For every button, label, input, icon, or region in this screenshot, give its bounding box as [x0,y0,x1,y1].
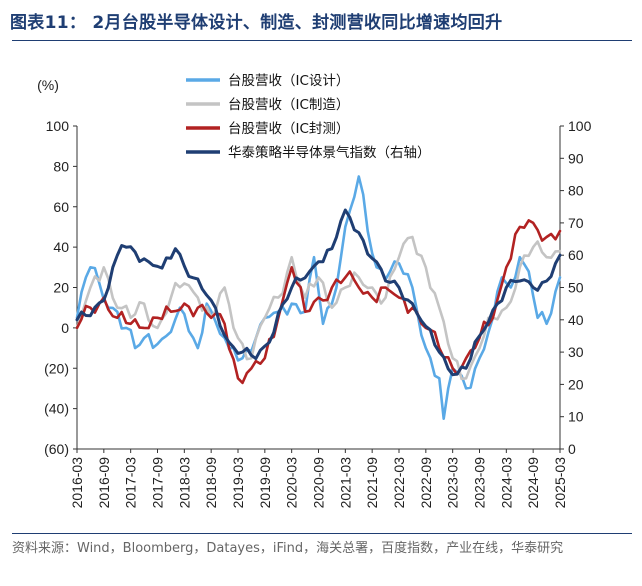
legend-label-3: 台股营收（IC封测） [228,121,349,137]
x-tick-label: 2018-09 [203,457,219,509]
right-tick-label: 60 [568,247,584,263]
left-tick-label: 20 [53,280,69,296]
x-tick-label: 2021-09 [364,457,380,509]
x-tick-label: 2019-09 [257,457,273,509]
x-tick-label: 2021-03 [337,457,353,509]
left-tick-label: 100 [46,118,70,134]
x-tick-label: 2016-03 [69,457,85,509]
right-tick-label: 80 [568,183,584,199]
x-tick-label: 2019-03 [230,457,246,509]
footer-rule [12,533,632,534]
series-line-2 [75,235,562,381]
left-tick-label: 40 [53,239,69,255]
left-tick-label: (60) [44,441,69,457]
right-tick-label: 100 [568,118,592,134]
source-note: 资料来源：Wind，Bloomberg，Datayes，iFind，海关总署，百… [12,541,564,556]
chart-area: 100806040200(20)(40)(60)(%)1009080706050… [37,73,592,509]
right-tick-label: 0 [568,441,576,457]
x-tick-label: 2017-03 [123,457,139,509]
right-tick-label: 70 [568,215,584,231]
x-tick-label: 2024-09 [525,457,541,509]
left-tick-label: 80 [53,158,69,174]
left-tick-label: 0 [61,320,69,336]
right-tick-label: 50 [568,280,584,296]
x-tick-label: 2023-09 [472,457,488,509]
x-tick-label: 2022-03 [391,457,407,509]
chart-title: 图表11： 2月台股半导体设计、制造、封测营收同比增速均回升 [10,13,503,33]
right-tick-label: 90 [568,150,584,166]
left-tick-label: (40) [44,401,69,417]
x-tick-label: 2022-09 [418,457,434,509]
title-rule [12,40,632,41]
x-tick-label: 2020-09 [311,457,327,509]
legend-label-1: 台股营收（IC设计） [228,73,349,89]
legend-label-2: 台股营收（IC制造） [228,97,349,113]
right-tick-label: 40 [568,312,584,328]
x-tick-label: 2024-03 [498,457,514,509]
series-line-3 [75,219,562,385]
y-unit-label: (%) [37,77,59,93]
x-tick-label: 2017-09 [150,457,166,509]
series-line-4 [75,208,562,377]
series-line-1 [75,175,562,421]
x-tick-label: 2020-03 [284,457,300,509]
x-tick-label: 2016-09 [96,457,112,509]
left-tick-label: 60 [53,199,69,215]
x-tick-label: 2018-03 [176,457,192,509]
x-tick-label: 2025-03 [552,457,568,509]
left-tick-label: (20) [44,360,69,376]
x-tick-label: 2023-03 [445,457,461,509]
right-tick-label: 10 [568,409,584,425]
right-tick-label: 30 [568,344,584,360]
right-tick-label: 20 [568,376,584,392]
legend-label-4: 华泰策略半导体景气指数（右轴） [228,144,431,161]
